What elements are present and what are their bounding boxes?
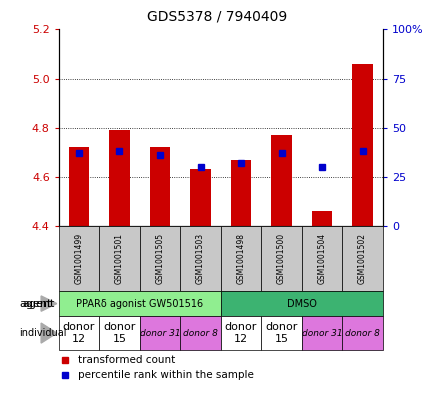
Bar (261, 316, 301, 350)
Bar (220, 316, 261, 350)
Text: donor
12: donor 12 (62, 322, 95, 344)
Text: transformed count: transformed count (78, 354, 175, 365)
Bar (69, 147, 89, 226)
Text: percentile rank within the sample: percentile rank within the sample (78, 370, 253, 380)
Bar (230, 160, 250, 226)
Text: GSM1001502: GSM1001502 (357, 233, 366, 284)
Text: donor 31: donor 31 (139, 329, 180, 338)
Text: PPARδ agonist GW501516: PPARδ agonist GW501516 (76, 299, 203, 309)
Bar (59, 226, 99, 291)
Bar (139, 226, 180, 291)
Text: GSM1001505: GSM1001505 (155, 233, 164, 284)
Text: GSM1001499: GSM1001499 (74, 233, 83, 284)
Text: GSM1001501: GSM1001501 (115, 233, 124, 284)
Bar (301, 316, 342, 350)
Bar (59, 316, 99, 350)
Text: donor
15: donor 15 (265, 322, 297, 344)
Text: GSM1001498: GSM1001498 (236, 233, 245, 284)
Text: donor 31: donor 31 (301, 329, 342, 338)
Text: DMSO: DMSO (286, 299, 316, 309)
Bar (271, 135, 291, 226)
Text: individual: individual (20, 328, 67, 338)
Text: agent: agent (20, 299, 52, 309)
Bar (311, 211, 332, 226)
Bar (352, 64, 372, 226)
Bar (301, 226, 342, 291)
Bar (109, 130, 129, 226)
Polygon shape (41, 296, 56, 311)
Text: GSM1001500: GSM1001500 (276, 233, 286, 284)
Bar (150, 147, 170, 226)
Polygon shape (41, 323, 56, 343)
Text: agent: agent (22, 299, 54, 309)
Bar (99, 226, 139, 291)
Text: donor
15: donor 15 (103, 322, 135, 344)
Bar (220, 226, 261, 291)
Text: donor 8: donor 8 (344, 329, 379, 338)
Bar (342, 316, 382, 350)
Bar (180, 226, 220, 291)
Text: donor 8: donor 8 (183, 329, 217, 338)
Bar (59, 291, 220, 316)
Bar (190, 169, 210, 226)
Bar (261, 226, 301, 291)
Bar (139, 316, 180, 350)
Text: GSM1001503: GSM1001503 (196, 233, 204, 284)
Text: donor
12: donor 12 (224, 322, 256, 344)
Bar (180, 316, 220, 350)
Text: GDS5378 / 7940409: GDS5378 / 7940409 (147, 10, 287, 24)
Bar (342, 226, 382, 291)
Text: GSM1001504: GSM1001504 (317, 233, 326, 284)
Bar (99, 316, 139, 350)
Bar (220, 291, 382, 316)
